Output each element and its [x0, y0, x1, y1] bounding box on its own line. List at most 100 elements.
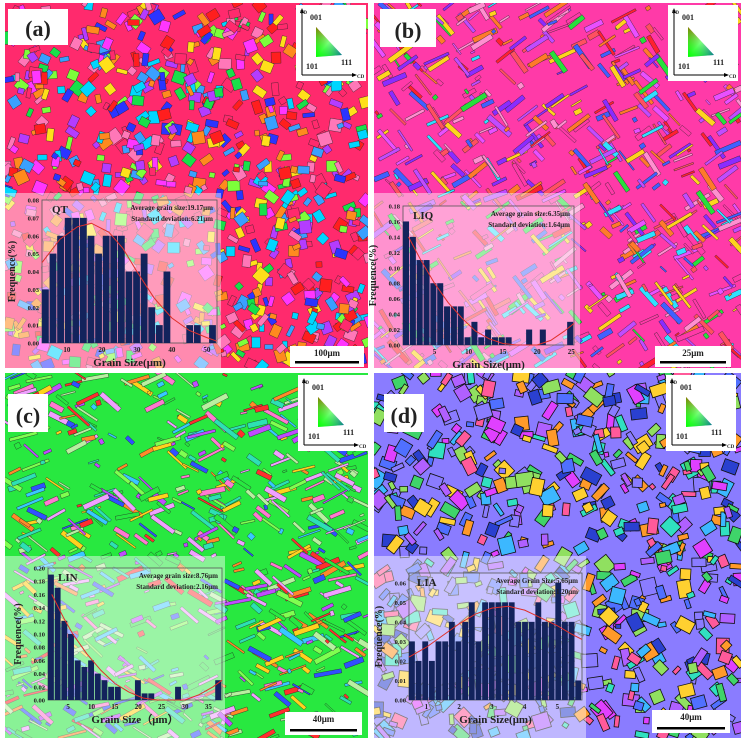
- grain: [558, 293, 566, 302]
- grain: [113, 469, 131, 485]
- grain: [338, 303, 350, 315]
- grain: [274, 216, 286, 230]
- grain: [600, 509, 619, 528]
- y-tick-label: 0.18: [389, 204, 401, 211]
- y-tick-label: 0.20: [34, 566, 45, 573]
- grain: [8, 466, 22, 476]
- grain: [524, 34, 549, 53]
- histogram-bar: [455, 641, 462, 700]
- grain: [674, 332, 680, 337]
- grain: [716, 553, 730, 569]
- grain: [268, 706, 291, 719]
- scale-bar: [290, 729, 357, 732]
- grain: [595, 527, 609, 541]
- grain: [480, 379, 497, 399]
- histogram-bar: [478, 337, 485, 345]
- grain: [257, 11, 267, 23]
- grain: [546, 5, 572, 24]
- grain: [378, 146, 401, 162]
- grain: [137, 629, 146, 638]
- grain: [731, 654, 741, 669]
- grain: [404, 108, 425, 122]
- grain: [567, 14, 586, 31]
- grain: [239, 89, 250, 102]
- grain: [60, 390, 76, 397]
- grain: [485, 257, 499, 266]
- grain: [183, 542, 189, 548]
- grain: [383, 249, 397, 259]
- grain: [564, 406, 574, 418]
- grain: [583, 19, 604, 33]
- grain: [282, 469, 288, 474]
- grain: [609, 457, 627, 470]
- grain: [71, 199, 85, 212]
- grain: [376, 69, 392, 82]
- grain: [183, 72, 198, 87]
- histogram-bar: [163, 271, 171, 343]
- ipf-triangle-overlay: [316, 27, 342, 57]
- grain: [302, 575, 311, 581]
- grain: [30, 359, 44, 368]
- grain: [411, 217, 434, 233]
- grain: [254, 404, 270, 413]
- grain: [83, 638, 103, 658]
- grain: [414, 622, 432, 640]
- grain: [577, 164, 593, 175]
- grain: [572, 348, 588, 368]
- histogram-bar: [430, 283, 437, 345]
- grain: [625, 430, 639, 447]
- histogram-bar: [415, 660, 422, 700]
- grain: [416, 373, 431, 385]
- histogram-bar: [117, 235, 125, 343]
- grain: [657, 402, 667, 415]
- grain: [417, 3, 423, 7]
- grain: [506, 497, 519, 508]
- scale-bar-label: 40μm: [680, 712, 702, 722]
- grain: [580, 653, 599, 669]
- grain: [234, 226, 246, 239]
- grain: [633, 597, 643, 607]
- grain: [130, 614, 144, 624]
- grain: [297, 688, 305, 694]
- grain: [251, 3, 268, 14]
- grain: [312, 574, 326, 585]
- grain: [358, 214, 368, 228]
- grain: [186, 259, 195, 268]
- grain: [512, 134, 535, 155]
- grain: [660, 564, 668, 573]
- grain: [731, 720, 741, 735]
- td-arrowhead: [302, 378, 306, 383]
- grain: [158, 19, 172, 33]
- grain: [455, 576, 468, 585]
- grain: [581, 572, 596, 593]
- grain: [376, 563, 391, 577]
- standard-deviation: Standard deviation:1.20μm: [496, 588, 578, 596]
- y-tick-label: 0.07: [28, 215, 40, 222]
- grain: [346, 496, 355, 504]
- histogram-bar: [125, 271, 133, 343]
- grain: [120, 377, 134, 388]
- grain: [655, 491, 673, 507]
- grain: [515, 729, 533, 738]
- grain: [96, 154, 105, 162]
- grain: [340, 645, 360, 659]
- grain: [471, 229, 489, 247]
- sample-label: LIA: [417, 577, 437, 589]
- grain: [5, 316, 15, 330]
- grain: [401, 80, 413, 92]
- grain: [448, 713, 455, 726]
- grain: [291, 242, 302, 251]
- grain: [230, 77, 243, 92]
- grain: [680, 170, 695, 178]
- grain: [235, 349, 246, 358]
- grain: [356, 533, 368, 544]
- grain: [188, 414, 209, 426]
- grain: [627, 230, 639, 244]
- grain: [246, 453, 262, 467]
- grain: [399, 485, 409, 493]
- grain: [315, 261, 323, 268]
- y-tick-label: 0.16: [389, 219, 401, 226]
- grain: [430, 170, 453, 195]
- grain: [608, 585, 627, 606]
- grain: [541, 103, 556, 117]
